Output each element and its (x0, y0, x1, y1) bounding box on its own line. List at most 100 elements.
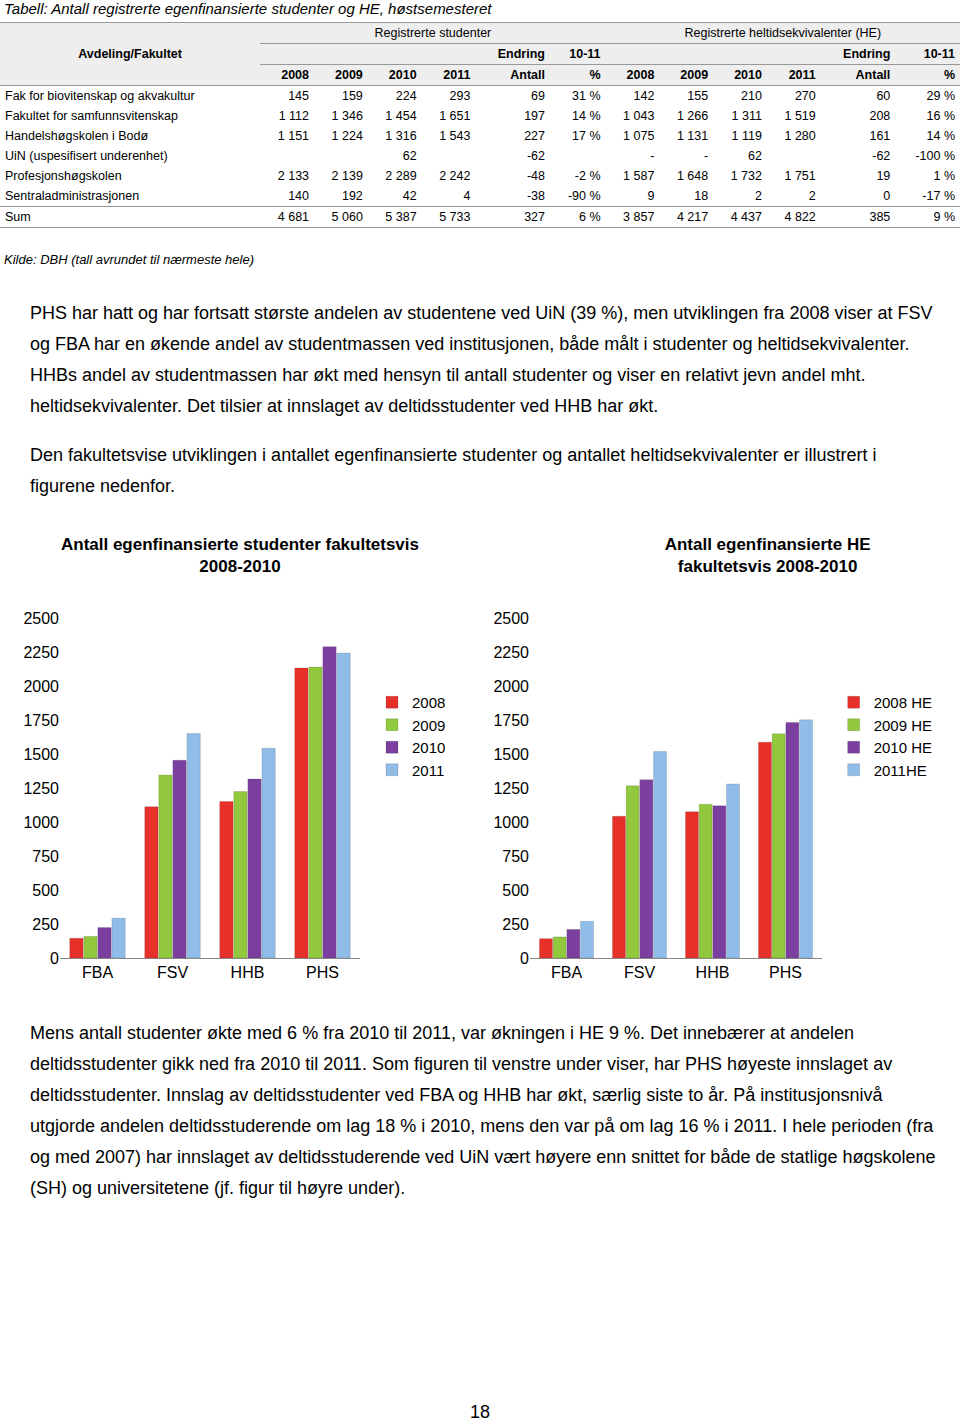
svg-text:0: 0 (520, 950, 529, 967)
html-text:10-11: 10-11 (569, 47, 601, 61)
svg-text:250: 250 (32, 916, 59, 933)
svg-text:0: 0 (50, 950, 59, 967)
html-text:Avdeling/Fakultet: Avdeling/Fakultet (78, 47, 182, 61)
html-text:Antall: Antall (510, 68, 545, 82)
svg-text:FSV: FSV (624, 964, 655, 981)
svg-text:2011: 2011 (412, 762, 444, 779)
svg-text:500: 500 (502, 882, 529, 899)
html-text:159: 159 (342, 89, 363, 103)
html-text:Tabell: Antall registrerte ege: Tabell: Antall registrerte egenfinansier… (4, 0, 492, 17)
html-text:Handelshøgskolen i Bodø: Handelshøgskolen i Bodø (5, 129, 149, 143)
svg-text:2008 HE: 2008 HE (874, 694, 932, 711)
svg-text:2010 HE: 2010 HE (874, 739, 932, 756)
html-text:10-11: 10-11 (923, 47, 955, 61)
html-text:208: 208 (869, 109, 891, 123)
html-text:29 %: 29 % (926, 89, 955, 103)
svg-text:2009 HE: 2009 HE (874, 717, 932, 734)
svg-text:1000: 1000 (23, 814, 59, 831)
html-text:69: 69 (531, 89, 545, 103)
html-text:1 651: 1 651 (439, 109, 471, 123)
svg-text:FBA: FBA (551, 964, 582, 981)
svg-text:2009: 2009 (412, 717, 445, 734)
svg-text:1750: 1750 (23, 712, 59, 729)
html-text:145: 145 (288, 89, 309, 103)
svg-text:1750: 1750 (493, 712, 529, 729)
html-text:Kilde: DBH (tall avrundet til: Kilde: DBH (tall avrundet til nærmeste h… (4, 252, 254, 267)
html-text:1 280: 1 280 (784, 129, 816, 143)
svg-text:2250: 2250 (23, 644, 59, 661)
html-text:PHS har hatt og har fortsatt s: PHS har hatt og har fortsatt største and… (30, 303, 933, 416)
html-text:Registrerte heltidsekvivalente: Registrerte heltidsekvivalenter (HE) (684, 26, 882, 40)
html-text:1 075: 1 075 (623, 129, 655, 143)
html-text:2010: 2010 (734, 68, 762, 82)
html-text:17 %: 17 % (572, 129, 601, 143)
svg-text:1000: 1000 (493, 814, 529, 831)
svg-text:HHB: HHB (231, 964, 265, 981)
html-text:1 043: 1 043 (623, 109, 655, 123)
html-text:31 %: 31 % (572, 89, 601, 103)
svg-text:1500: 1500 (493, 746, 529, 763)
svg-text:250: 250 (502, 916, 529, 933)
svg-text:FBA: FBA (82, 964, 113, 981)
html-text:210: 210 (741, 89, 762, 103)
svg-text:2500: 2500 (23, 610, 59, 627)
html-text:Fakultet for samfunnsvitenskap: Fakultet for samfunnsvitenskap (5, 109, 178, 123)
svg-text:2010: 2010 (412, 739, 445, 756)
html-text:1 316: 1 316 (385, 129, 417, 143)
svg-text:PHS: PHS (306, 964, 339, 981)
html-text:Endring: Endring (497, 47, 545, 61)
svg-text:FSV: FSV (157, 964, 188, 981)
html-text:1 311: 1 311 (731, 109, 762, 123)
html-text:2009: 2009 (335, 68, 363, 82)
html-text:224: 224 (395, 89, 417, 103)
svg-text:750: 750 (502, 848, 529, 865)
html-text:Den fakultetsvise utviklingen: Den fakultetsvise utviklingen i antallet… (30, 445, 877, 496)
html-text:2008: 2008 (626, 68, 655, 82)
html-text:Endring: Endring (843, 47, 891, 61)
svg-text:750: 750 (32, 848, 59, 865)
svg-text:PHS: PHS (769, 964, 802, 981)
html-text:18: 18 (470, 1402, 490, 1422)
html-text:2011: 2011 (443, 68, 471, 82)
html-text:Antall: Antall (855, 68, 891, 82)
svg-text:2500: 2500 (493, 610, 529, 627)
svg-text:500: 500 (32, 882, 59, 899)
html-text:142: 142 (633, 89, 655, 103)
svg-text:2000: 2000 (23, 678, 59, 695)
svg-text:2008: 2008 (412, 694, 445, 711)
html-text:Fak for biovitenskap og akvaku: Fak for biovitenskap og akvakultur (5, 89, 195, 103)
html-text:1 224: 1 224 (331, 129, 363, 143)
html-text:1 543: 1 543 (439, 129, 471, 143)
html-text:60: 60 (876, 89, 891, 103)
html-text:1 131: 1 131 (676, 129, 709, 143)
html-text:14 %: 14 % (572, 109, 601, 123)
svg-text:Antall egenfinansierte student: Antall egenfinansierte studenter fakulte… (61, 535, 419, 576)
html-text:Mens antall studenter økte med: Mens antall studenter økte med 6 % fra 2… (30, 1023, 936, 1198)
html-text:1 519: 1 519 (784, 109, 816, 123)
html-text:197: 197 (524, 109, 545, 123)
html-text:2008: 2008 (281, 68, 309, 82)
html-text:1 346: 1 346 (331, 109, 363, 123)
html-text:270: 270 (794, 89, 816, 103)
html-text:227: 227 (524, 129, 545, 143)
svg-text:2250: 2250 (493, 644, 529, 661)
html-text:2009: 2009 (680, 68, 709, 82)
html-text:Registrerte studenter: Registrerte studenter (374, 26, 492, 40)
html-text:1 266: 1 266 (676, 109, 709, 123)
html-text:1 119: 1 119 (731, 129, 762, 143)
svg-text:HHB: HHB (696, 964, 730, 981)
svg-text:Antall egenfinansierte HEfakul: Antall egenfinansierte HEfakultetsvis 20… (665, 535, 871, 576)
html-text:16 %: 16 % (926, 109, 955, 123)
svg-text:1250: 1250 (493, 780, 529, 797)
html-text:1 151: 1 151 (277, 129, 309, 143)
html-text:1 454: 1 454 (385, 109, 417, 123)
svg-text:1500: 1500 (23, 746, 59, 763)
svg-text:2011HE: 2011HE (874, 762, 927, 779)
html-text:2010: 2010 (388, 68, 417, 82)
svg-text:2000: 2000 (493, 678, 529, 695)
html-text:155: 155 (687, 89, 709, 103)
html-text:2011: 2011 (788, 68, 816, 82)
html-text:293: 293 (449, 89, 471, 103)
svg-text:1250: 1250 (23, 780, 59, 797)
html-text:1 112: 1 112 (278, 109, 309, 123)
